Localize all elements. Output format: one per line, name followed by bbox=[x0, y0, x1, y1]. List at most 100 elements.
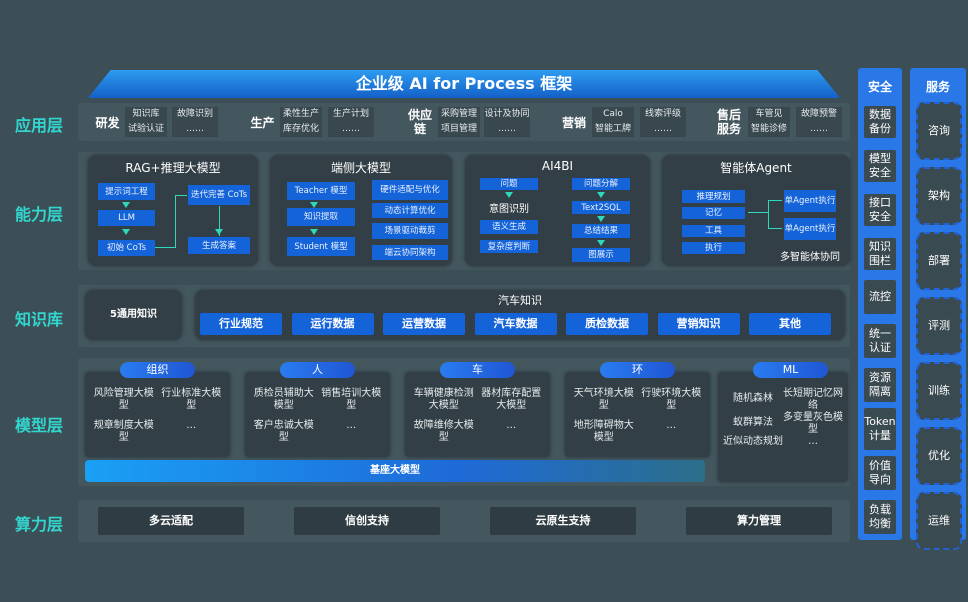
capability-item[interactable]: 推理规划 bbox=[682, 190, 745, 203]
model-item: 天气环境大模型 bbox=[573, 388, 634, 411]
compute-item[interactable]: 信创支持 bbox=[294, 507, 440, 535]
model-category-4[interactable]: ML bbox=[753, 362, 828, 378]
capability-item[interactable]: 问题 bbox=[480, 178, 538, 190]
security-item[interactable]: 价值导向 bbox=[864, 456, 896, 490]
security-item[interactable]: 知识围栏 bbox=[864, 238, 896, 270]
app-item[interactable]: …… bbox=[484, 122, 530, 137]
security-item[interactable]: Token计量 bbox=[864, 408, 896, 450]
capability-item[interactable]: 动态计算优化 bbox=[372, 203, 448, 218]
capability-item[interactable]: 复杂度判断 bbox=[480, 240, 538, 253]
service-item[interactable]: 评测 bbox=[916, 297, 962, 355]
model-category-0[interactable]: 组织 bbox=[120, 362, 195, 378]
capability-item[interactable]: 初始 CoTs bbox=[98, 240, 155, 256]
knowledge-item[interactable]: 营销知识 bbox=[657, 313, 740, 335]
knowledge-item[interactable]: 汽车数据 bbox=[474, 313, 557, 335]
capability-title: 智能体Agent bbox=[720, 161, 792, 175]
service-item[interactable]: 架构 bbox=[916, 167, 962, 225]
service-item[interactable]: 部署 bbox=[916, 232, 962, 290]
auto-knowledge-title: 汽车知识 bbox=[498, 294, 542, 307]
capability-item[interactable]: 总结结果 bbox=[572, 224, 630, 238]
app-item[interactable]: 车管见 bbox=[748, 107, 790, 122]
model-category-1[interactable]: 人 bbox=[280, 362, 355, 378]
service-item[interactable]: 运维 bbox=[916, 492, 962, 550]
knowledge-item[interactable]: 其他 bbox=[749, 313, 831, 335]
security-item[interactable]: 模型安全 bbox=[864, 150, 896, 182]
app-group-0: 研发 bbox=[95, 116, 120, 130]
capability-item[interactable]: 知识提取 bbox=[287, 208, 355, 226]
capability-item[interactable]: 问题分解 bbox=[572, 178, 630, 190]
app-item[interactable]: 知识库 bbox=[125, 107, 167, 122]
security-item[interactable]: 接口安全 bbox=[864, 194, 896, 226]
service-item[interactable]: 训练 bbox=[916, 362, 962, 420]
app-item[interactable]: …… bbox=[640, 122, 686, 137]
capability-item[interactable]: Text2SQL bbox=[572, 201, 630, 214]
service-item[interactable]: 咨询 bbox=[916, 102, 962, 160]
layer-label-1: 能力层 bbox=[14, 205, 63, 224]
app-item[interactable]: 采购管理 bbox=[438, 107, 480, 122]
app-item[interactable]: …… bbox=[796, 122, 842, 137]
capability-item[interactable]: 单Agent执行 bbox=[784, 218, 836, 240]
knowledge-item[interactable]: 质检数据 bbox=[566, 313, 648, 335]
capability-item[interactable]: 硬件适配与优化 bbox=[372, 180, 448, 200]
service-item[interactable]: 优化 bbox=[916, 427, 962, 485]
model-item: 车辆健康检测大模型 bbox=[413, 388, 474, 411]
capability-item[interactable]: LLM bbox=[98, 210, 155, 226]
app-item[interactable]: 柔性生产 bbox=[280, 107, 322, 122]
capability-item[interactable]: Student 模型 bbox=[287, 237, 355, 256]
app-item[interactable]: 线索评级 bbox=[640, 107, 686, 122]
app-item[interactable]: 故障预警 bbox=[796, 107, 842, 122]
page-title: 企业级 AI for Process 框架 bbox=[88, 70, 840, 98]
capability-item[interactable]: 场景驱动裁剪 bbox=[372, 223, 448, 239]
app-item[interactable]: 项目管理 bbox=[438, 122, 480, 137]
model-category-3[interactable]: 环 bbox=[600, 362, 675, 378]
base-model-bar[interactable]: 基座大模型 bbox=[85, 460, 705, 482]
model-panel-1 bbox=[245, 372, 390, 457]
model-panel-4 bbox=[718, 372, 848, 482]
arrow-down-icon bbox=[122, 202, 130, 208]
security-title: 安全 bbox=[867, 80, 892, 94]
capability-item[interactable]: 迭代完善 CoTs bbox=[188, 185, 250, 205]
security-item[interactable]: 负载均衡 bbox=[864, 500, 896, 534]
app-item[interactable]: …… bbox=[328, 122, 374, 137]
capability-item[interactable]: 执行 bbox=[682, 242, 745, 254]
model-category-2[interactable]: 车 bbox=[440, 362, 515, 378]
capability-item[interactable]: Teacher 模型 bbox=[287, 182, 355, 200]
compute-item[interactable]: 云原生支持 bbox=[490, 507, 636, 535]
app-item[interactable]: 生产计划 bbox=[328, 107, 374, 122]
model-item: … bbox=[186, 420, 197, 431]
app-item[interactable]: 设计及协同 bbox=[484, 107, 530, 122]
app-group-3: 营销 bbox=[561, 116, 586, 130]
security-item[interactable]: 统一认证 bbox=[864, 324, 896, 358]
app-item[interactable]: 智能工牌 bbox=[592, 122, 634, 137]
app-group-2: 供应链 bbox=[407, 108, 432, 136]
model-item: 质检员辅助大模型 bbox=[253, 388, 314, 411]
knowledge-item[interactable]: 运营数据 bbox=[383, 313, 465, 335]
capability-item[interactable]: 语义生成 bbox=[480, 220, 538, 234]
app-item[interactable]: 库存优化 bbox=[280, 122, 322, 137]
capability-item[interactable]: 端云协同架构 bbox=[372, 245, 448, 260]
arrow-down-icon bbox=[597, 216, 605, 222]
capability-item[interactable]: 图展示 bbox=[572, 248, 630, 262]
app-item[interactable]: 智能诊修 bbox=[748, 122, 790, 137]
security-item[interactable]: 流控 bbox=[864, 280, 896, 314]
capability-item[interactable]: 意图识别 bbox=[489, 204, 529, 215]
knowledge-item[interactable]: 行业规范 bbox=[200, 313, 282, 335]
layer-label-0: 应用层 bbox=[14, 116, 63, 135]
app-item[interactable]: 故障识别 bbox=[172, 107, 218, 122]
model-item: … bbox=[346, 420, 357, 431]
app-item[interactable]: Calo bbox=[592, 107, 634, 122]
capability-item[interactable]: 记忆 bbox=[682, 207, 745, 219]
security-item[interactable]: 数据备份 bbox=[864, 106, 896, 138]
app-item[interactable]: 试验认证 bbox=[125, 122, 167, 137]
app-item[interactable]: …… bbox=[172, 122, 218, 137]
capability-item[interactable]: 单Agent执行 bbox=[784, 190, 836, 212]
capability-item[interactable]: 提示词工程 bbox=[98, 183, 155, 200]
capability-item[interactable]: 多智能体协同 bbox=[780, 252, 840, 263]
knowledge-item[interactable]: 运行数据 bbox=[291, 313, 374, 335]
compute-item[interactable]: 算力管理 bbox=[686, 507, 832, 535]
compute-item[interactable]: 多云适配 bbox=[98, 507, 244, 535]
capability-item[interactable]: 工具 bbox=[682, 225, 745, 237]
model-item: 地形障碍物大模型 bbox=[573, 420, 634, 443]
security-item[interactable]: 资源隔离 bbox=[864, 368, 896, 402]
capability-item[interactable]: 生成答案 bbox=[188, 237, 250, 254]
